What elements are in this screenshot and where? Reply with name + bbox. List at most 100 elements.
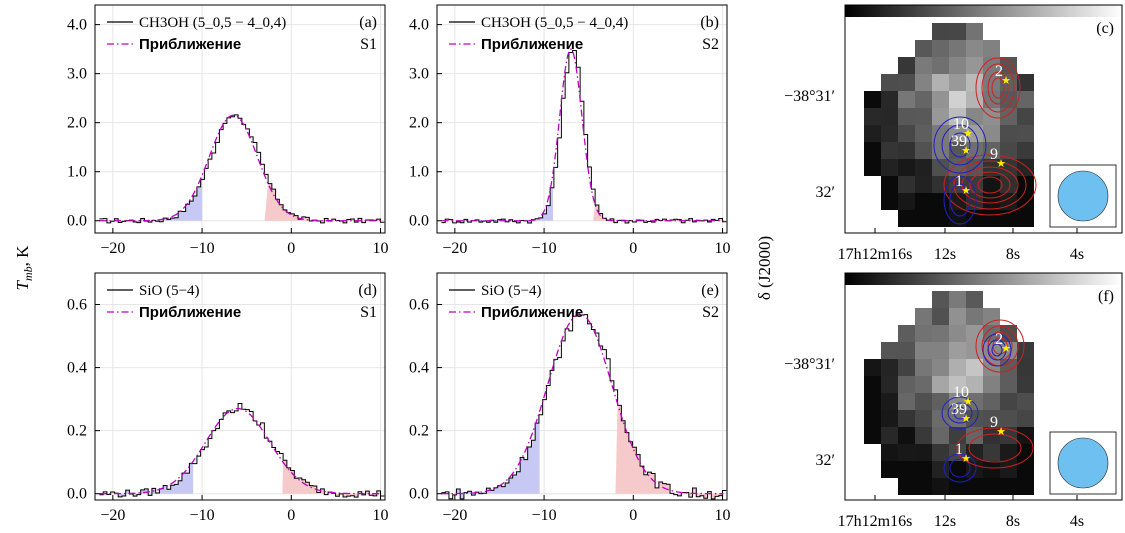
- map-pixel: [966, 40, 983, 57]
- legend-label-fit: Приближение: [481, 36, 583, 53]
- map-x-tick-label: 8s: [1006, 246, 1020, 263]
- legend-label-data: SiO (5−4): [139, 283, 200, 299]
- blue-contour: [943, 453, 977, 483]
- map-pixel: [932, 342, 949, 359]
- map-pixel: [932, 210, 949, 227]
- map-pixel: [932, 108, 949, 125]
- blue-contour: [953, 406, 967, 420]
- legend-label-data: CH3OH (5_0,5 − 4_0,4): [139, 15, 286, 31]
- map-pixel: [932, 410, 949, 427]
- map-pixel: [915, 444, 932, 461]
- map-pixel: [949, 291, 966, 308]
- source-star-icon: ★: [961, 185, 971, 197]
- source-label: S1: [360, 304, 377, 321]
- map-pixel: [949, 23, 966, 40]
- map-pixel: [898, 210, 915, 227]
- red-contour: [968, 433, 1022, 463]
- red-contour: [953, 160, 1027, 210]
- map-pixel: [1017, 359, 1034, 376]
- source-star-icon: ★: [961, 453, 971, 465]
- map-pixel: [864, 159, 881, 176]
- map-pixel: [881, 108, 898, 125]
- red-contour: [987, 331, 1013, 361]
- map-pixel: [983, 410, 1000, 427]
- map-pixel: [932, 308, 949, 325]
- map-pixel: [949, 108, 966, 125]
- map-pixel: [881, 444, 898, 461]
- map-pixel: [966, 427, 983, 444]
- red-contour: [977, 176, 1003, 194]
- map-pixel: [949, 427, 966, 444]
- map-pixel: [881, 427, 898, 444]
- map-pixel: [932, 444, 949, 461]
- map-pixel: [1000, 478, 1017, 495]
- fit-curve: [99, 407, 382, 495]
- map-pixel: [932, 125, 949, 142]
- map-pixel: [966, 342, 983, 359]
- map-pixel: [983, 461, 1000, 478]
- map-pixel: [949, 325, 966, 342]
- map-pixel: [949, 308, 966, 325]
- x-tick-label: 0: [629, 240, 637, 257]
- y-tick-label: 0.0: [67, 486, 87, 503]
- blue-contour: [949, 132, 971, 158]
- map-x-tick-label: 12s: [934, 246, 956, 263]
- source-star-icon: ★: [1001, 75, 1011, 87]
- ylabel-sub: mb: [21, 266, 35, 281]
- map-pixel: [1000, 325, 1017, 342]
- source-star-icon: ★: [963, 396, 973, 408]
- x-tick-label: 0: [629, 507, 637, 524]
- map-pixel: [915, 142, 932, 159]
- map-pixel: [915, 308, 932, 325]
- map-pixel: [1000, 342, 1017, 359]
- map-pixel: [932, 176, 949, 193]
- source-star-icon: ★: [961, 413, 971, 425]
- axes-frame: [436, 4, 728, 234]
- y-tick-label: 2.0: [67, 115, 87, 132]
- map-pixel: [881, 342, 898, 359]
- panel-letter: (f): [1098, 288, 1114, 305]
- map-pixel: [983, 393, 1000, 410]
- map-pixel: [932, 427, 949, 444]
- map-pixel: [1017, 342, 1034, 359]
- map-pixel: [1017, 376, 1034, 393]
- panel-letter: (c): [1096, 20, 1114, 37]
- map-pixel: [915, 125, 932, 142]
- map-pixel: [898, 91, 915, 108]
- map-pixel: [915, 91, 932, 108]
- map-pixel: [898, 325, 915, 342]
- fit-curve: [99, 114, 382, 222]
- map-pixel: [1000, 125, 1017, 142]
- observed-spectrum-line: [99, 114, 385, 224]
- y-tick-label: 0.4: [67, 360, 87, 377]
- map-pixel: [932, 325, 949, 342]
- map-pixel: [898, 125, 915, 142]
- y-tick-label: 0.0: [409, 213, 429, 230]
- map-pixel: [881, 393, 898, 410]
- map-pixel: [949, 376, 966, 393]
- spectrum-panel-d: −20 −10 0 10 0.0 0.2 0.4 0.6 SiO (5−4) Приближени…: [67, 272, 389, 524]
- x-tick-label: −20: [100, 507, 125, 524]
- map-y-tick-label: −38°31′: [784, 356, 835, 373]
- map-pixel: [915, 359, 932, 376]
- map-x-tick-label: 4s: [1070, 513, 1084, 530]
- ylabel-main: T: [13, 279, 32, 290]
- red-contour: [956, 427, 1034, 469]
- source-number-9: 9: [990, 146, 998, 163]
- x-tick-label: −10: [190, 507, 215, 524]
- map-y-tick-label: 32′: [816, 184, 836, 201]
- fit-curve: [441, 48, 724, 222]
- blue-contour: [949, 458, 971, 478]
- red-contour: [981, 63, 1015, 113]
- map-pixel: [898, 108, 915, 125]
- x-tick-label: 10: [715, 240, 731, 257]
- x-tick-label: 10: [715, 507, 731, 524]
- map-pixel: [983, 342, 1000, 359]
- map-pixel: [898, 57, 915, 74]
- map-pixel: [864, 91, 881, 108]
- map-pixel: [864, 376, 881, 393]
- y-tick-label: 1.0: [409, 164, 429, 181]
- map-frame: [844, 4, 1123, 234]
- map-pixel: [915, 427, 932, 444]
